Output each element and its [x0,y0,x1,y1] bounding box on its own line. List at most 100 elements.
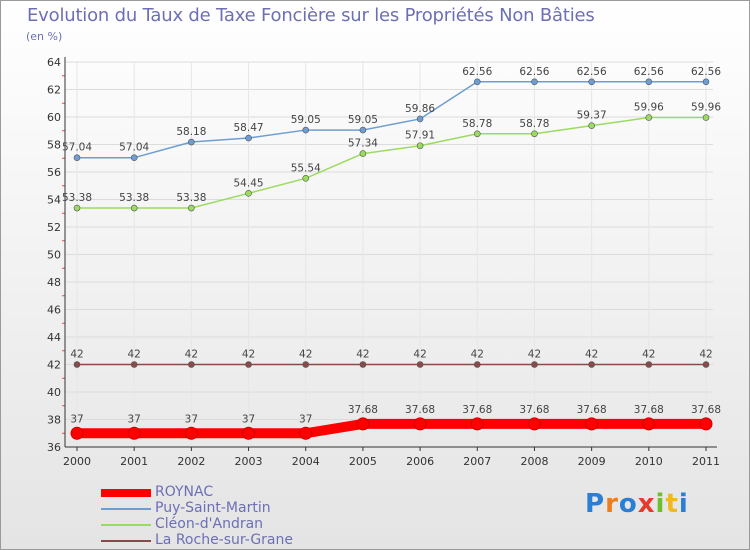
legend-swatch-roynac [101,489,151,497]
data-point-la-roche-sur-grane [188,361,195,368]
data-point-cl-on-d-andran [73,204,81,212]
data-label-cl-on-d-andran: 57.34 [348,138,378,150]
data-point-la-roche-sur-grane [531,361,538,368]
axis-layer: 36 38 40 42 44 46 48 50 52 54 56 58 60 62 64 2000 2001 20… [47,56,720,468]
data-label-puy-saint-martin: 62.56 [519,66,549,78]
data-point-cl-on-d-andran [245,190,252,197]
data-point-cl-on-d-andran [702,114,710,121]
y-tick-label: 50 [47,249,61,262]
grid-layer [65,61,713,448]
data-point-la-roche-sur-grane [645,361,653,368]
data-point-roynac [527,417,541,431]
data-point-cl-on-d-andran [645,114,653,121]
data-label-cl-on-d-andran: 57.91 [405,130,435,142]
data-label-cl-on-d-andran: 53.38 [176,192,206,204]
x-tick-label: 2010 [635,455,663,468]
data-point-roynac [470,417,484,431]
data-point-roynac [585,417,599,431]
data-point-puy-saint-martin [588,78,595,86]
data-label-puy-saint-martin: 57.04 [62,142,92,154]
data-label-roynac: 37.68 [634,404,664,416]
logo-letter: i [655,489,666,519]
data-point-cl-on-d-andran [416,142,424,150]
data-label-cl-on-d-andran: 59.96 [634,102,664,114]
logo-letter: t [665,489,679,519]
data-label-layer: 42 42 42 42 42 42 42 42 42 42 42 42 53.38 53.38 53.38 5… [62,66,721,425]
data-point-puy-saint-martin [645,78,653,86]
legend-swatch-cleon-d-andran [101,524,151,526]
data-point-roynac [413,417,427,431]
y-tick-label: 40 [47,386,61,399]
data-point-cl-on-d-andran [359,150,367,157]
data-label-roynac: 37.68 [691,404,721,416]
data-label-la-roche-sur-grane: 42 [127,349,140,361]
data-point-puy-saint-martin [73,154,81,161]
data-point-puy-saint-martin [359,126,367,134]
data-label-la-roche-sur-grane: 42 [642,349,655,361]
data-label-puy-saint-martin: 62.56 [462,66,492,78]
data-label-cl-on-d-andran: 59.37 [577,110,607,122]
data-point-roynac [642,417,656,431]
unit-label: (en %) [26,30,63,43]
data-point-puy-saint-martin [302,126,310,134]
data-label-puy-saint-martin: 57.04 [119,142,149,154]
legend-label: ROYNAC [155,484,214,500]
data-point-cl-on-d-andran [473,130,481,138]
data-label-roynac: 37.68 [405,404,435,416]
data-label-puy-saint-martin: 58.18 [176,126,206,138]
x-tick-label: 2005 [349,455,377,468]
data-label-cl-on-d-andran: 58.78 [462,118,492,130]
data-label-puy-saint-martin: 59.86 [405,103,435,115]
y-tick-label: 60 [47,111,61,124]
x-tick-label: 2003 [235,455,263,468]
series-line-puy-saint-martin [76,81,707,159]
chart-title: Evolution du Taux de Taxe Foncière sur l… [27,5,595,26]
data-label-la-roche-sur-grane: 42 [185,349,198,361]
data-label-puy-saint-martin: 59.05 [348,114,378,126]
data-label-roynac: 37 [185,413,198,425]
data-label-la-roche-sur-grane: 42 [356,349,369,361]
data-label-la-roche-sur-grane: 42 [528,349,541,361]
proxiti-logo: Proxiti [585,489,689,519]
y-tick-label: 58 [47,139,61,152]
data-point-puy-saint-martin [188,138,195,146]
data-point-cl-on-d-andran [531,130,538,138]
data-label-roynac: 37 [127,413,140,425]
data-point-roynac [70,426,84,440]
data-label-roynac: 37.68 [577,404,607,416]
data-label-roynac: 37.68 [519,404,549,416]
logo-letter: r [605,489,619,519]
data-label-puy-saint-martin: 62.56 [634,66,664,78]
legend-label: Puy-Saint-Martin [155,500,271,516]
data-point-la-roche-sur-grane [130,361,138,368]
logo-letter: i [678,489,689,519]
data-label-puy-saint-martin: 62.56 [691,66,721,78]
data-point-la-roche-sur-grane [588,361,595,368]
data-label-puy-saint-martin: 58.47 [234,122,264,134]
data-point-cl-on-d-andran [188,204,195,212]
data-label-cl-on-d-andran: 55.54 [291,162,321,174]
y-tick-label: 48 [47,276,61,289]
data-point-la-roche-sur-grane [245,361,252,368]
data-point-puy-saint-martin [531,78,538,86]
y-tick-label: 36 [47,441,61,454]
data-label-cl-on-d-andran: 58.78 [519,118,549,130]
y-tick-label: 62 [47,84,61,97]
data-point-cl-on-d-andran [130,204,138,212]
x-tick-label: 2000 [63,455,91,468]
y-tick-label: 52 [47,221,61,234]
data-label-puy-saint-martin: 62.56 [577,66,607,78]
line-chart: 36 38 40 42 44 46 48 50 52 54 56 58 60 62 64 2000 2001 20… [47,56,721,468]
data-point-la-roche-sur-grane [473,361,481,368]
data-label-roynac: 37 [70,413,83,425]
data-point-cl-on-d-andran [302,175,310,182]
data-label-cl-on-d-andran: 53.38 [119,192,149,204]
x-tick-label: 2007 [463,455,491,468]
data-label-roynac: 37.68 [462,404,492,416]
data-point-la-roche-sur-grane [359,361,367,368]
data-label-cl-on-d-andran: 59.96 [691,102,721,114]
data-label-la-roche-sur-grane: 42 [70,349,83,361]
data-point-la-roche-sur-grane [416,361,424,368]
y-tick-label: 46 [47,304,61,317]
